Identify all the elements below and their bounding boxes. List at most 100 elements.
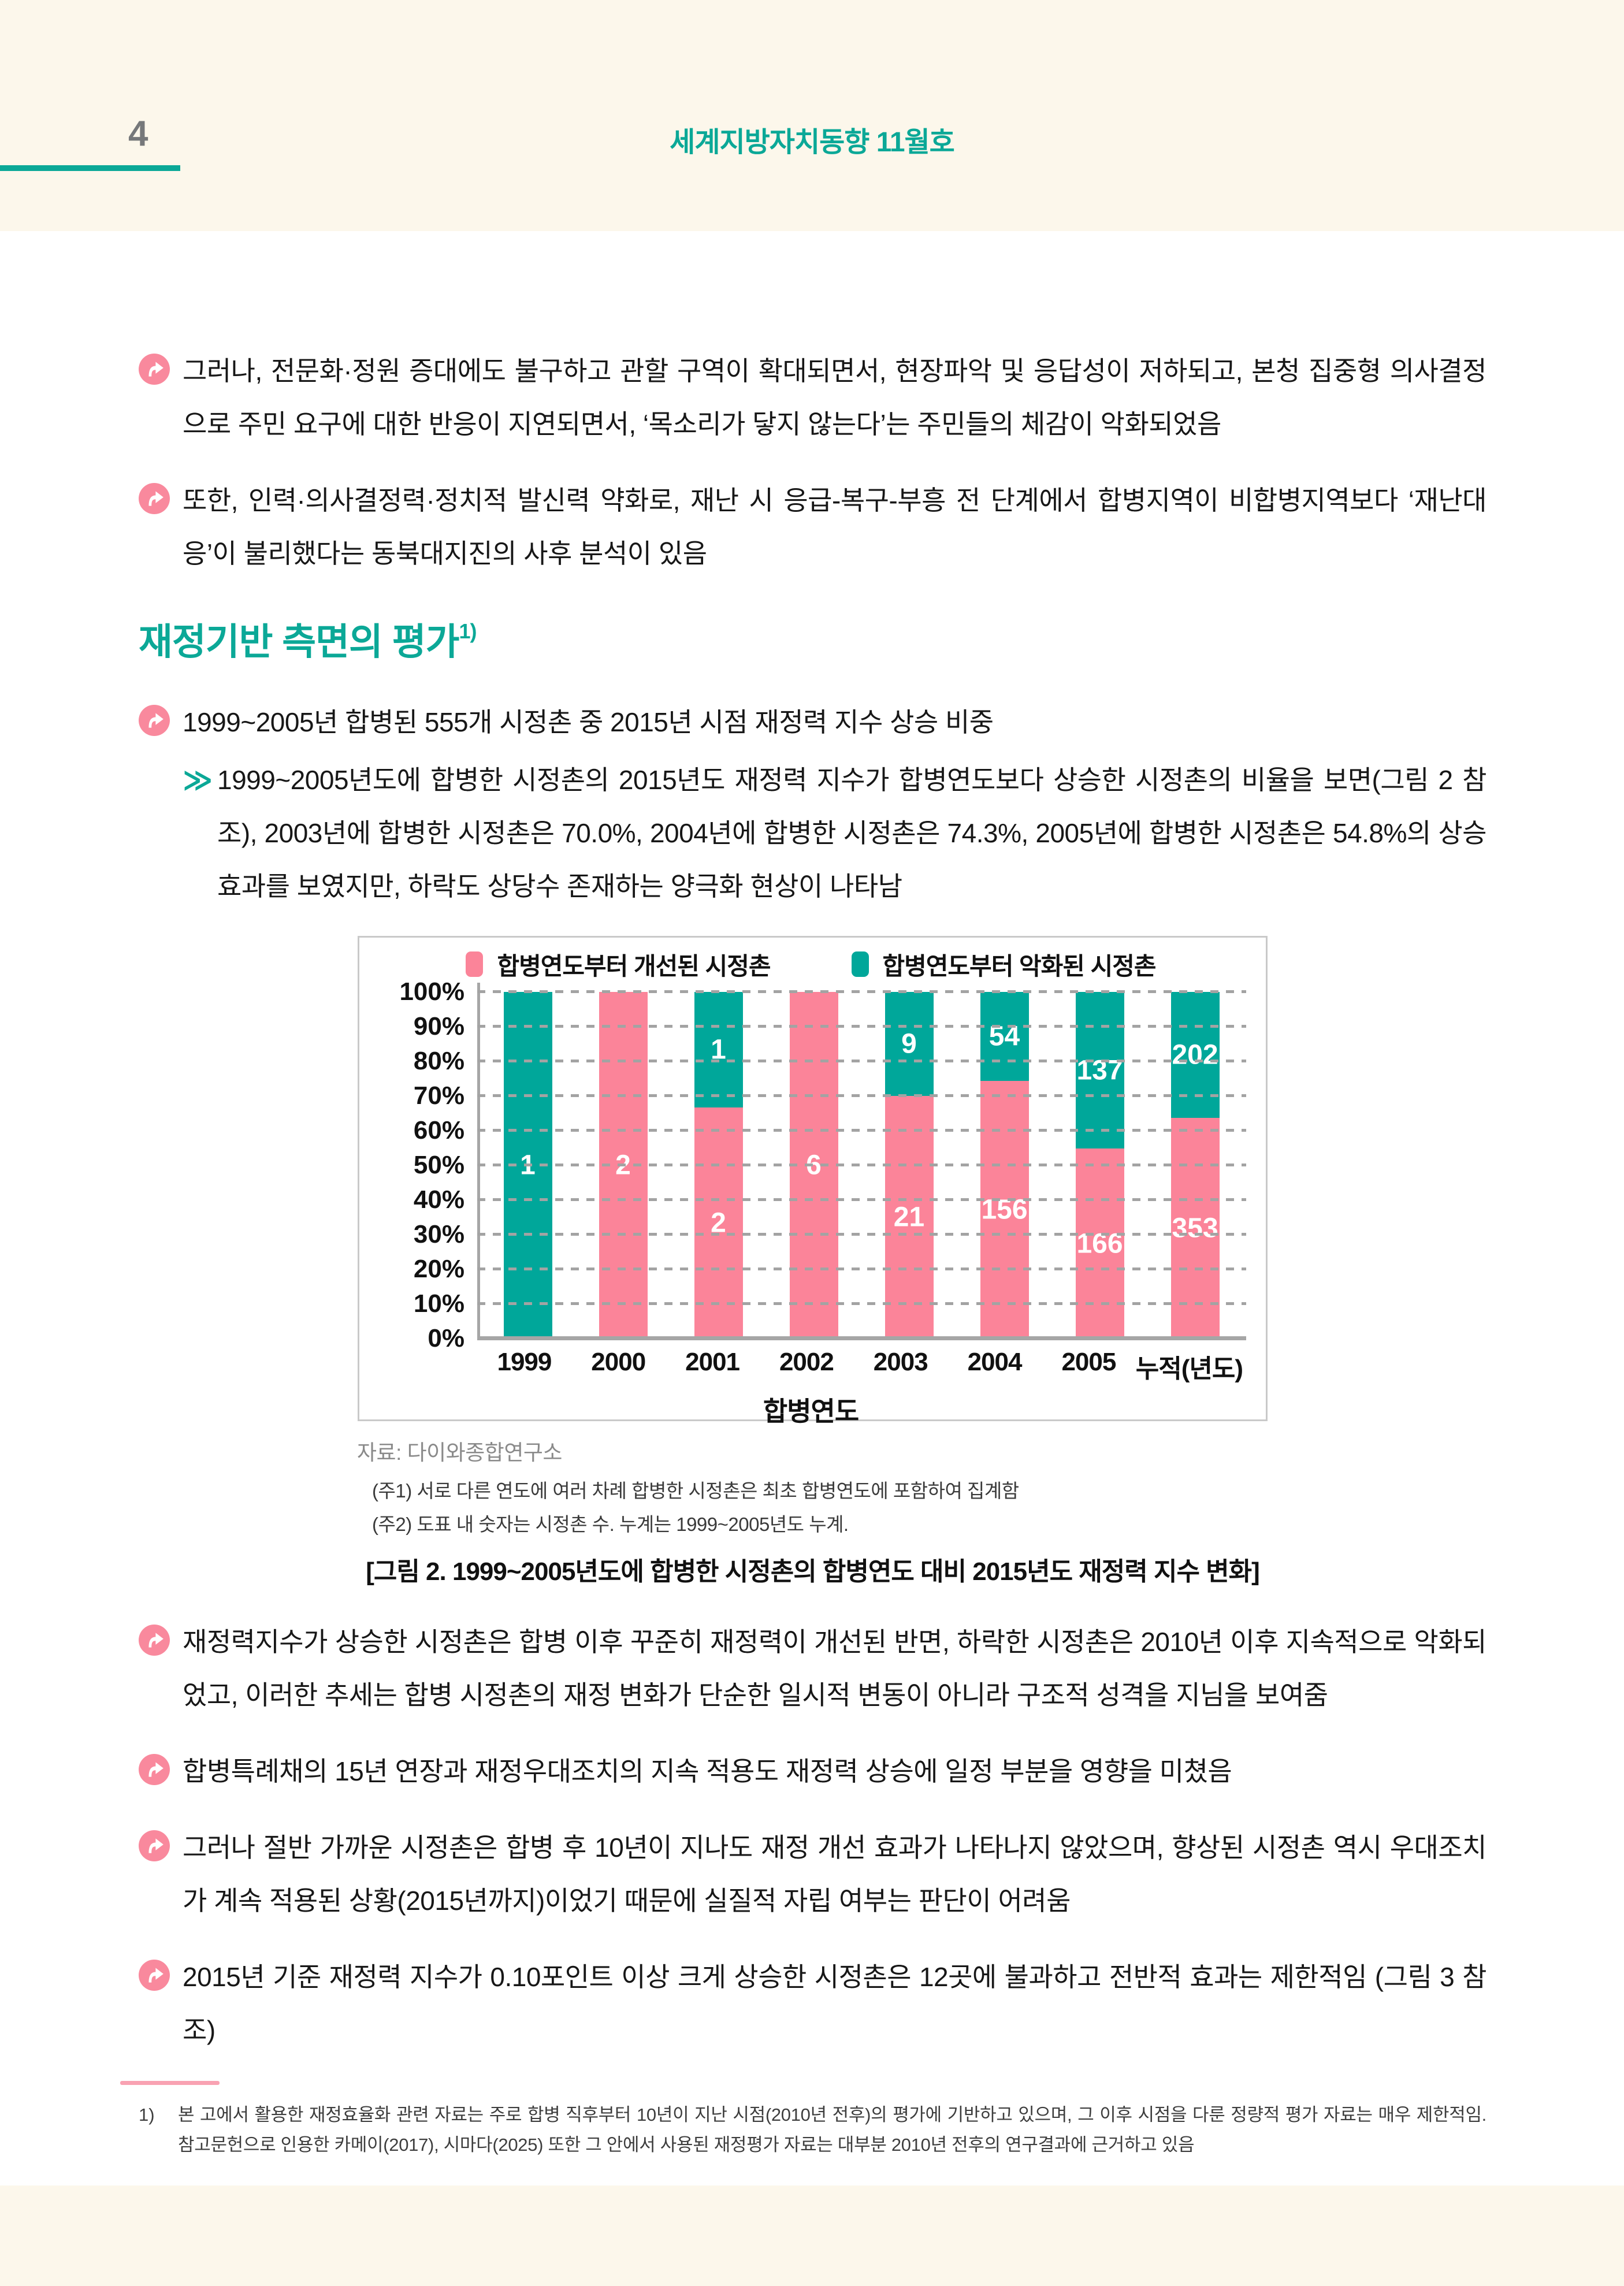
y-tick-label: 40% — [413, 1185, 464, 1214]
bullet-text: 1999~2005년 합병된 555개 시정촌 중 2015년 시점 재정력 지… — [183, 707, 994, 737]
bullet-text: 합병특례채의 15년 연장과 재정우대조치의 지속 적용도 재정력 상승에 일정… — [183, 1756, 1232, 1786]
bar-segment-improved: 166 — [1075, 1148, 1124, 1339]
double-chevron-icon: ≫ — [183, 764, 213, 796]
sub-bullet-text: 1999~2005년도에 합병한 시정촌의 2015년도 재정력 지수가 합병연… — [217, 765, 1487, 901]
y-tick-label: 30% — [413, 1220, 464, 1248]
figure-note-1: (주1) 서로 다른 연도에 여러 차례 합병한 시정촌은 최초 합병연도에 포… — [372, 1480, 1019, 1501]
gridline — [477, 1233, 1246, 1236]
footnote-divider — [120, 2081, 220, 2085]
bullet-text: 재정력지수가 상승한 시정촌은 합병 이후 꾸준히 재정력이 개선된 반면, 하… — [183, 1627, 1487, 1710]
bar-value-label: 202 — [1172, 1039, 1218, 1070]
x-tick-label: 2001 — [685, 1348, 740, 1376]
x-tick-label: 2005 — [1061, 1348, 1116, 1376]
y-tick-label: 20% — [413, 1255, 464, 1283]
bar-value-label: 21 — [893, 1202, 925, 1233]
legend-swatch-improved — [466, 951, 484, 977]
bar-segment-worsened: 9 — [885, 992, 934, 1096]
y-tick-label: 50% — [413, 1151, 464, 1179]
y-tick-label: 10% — [413, 1289, 464, 1318]
bar-segment-improved: 2 — [694, 1107, 743, 1339]
figure-source: 자료: 다이와종합연구소 — [357, 1441, 562, 1464]
gridline — [477, 1060, 1246, 1062]
gridline — [477, 1094, 1246, 1097]
gridline — [477, 990, 1246, 993]
bullet-text: 그러나, 전문화·정원 증대에도 불구하고 관할 구역이 확대되면서, 현장파악… — [183, 356, 1487, 439]
y-tick-label: 80% — [413, 1047, 464, 1075]
bullet-item: 2015년 기준 재정력 지수가 0.10포인트 이상 크게 상승한 시정촌은 … — [139, 1950, 1487, 2057]
y-tick-label: 90% — [413, 1012, 464, 1040]
x-tick-label: 누적(년도) — [1135, 1355, 1243, 1383]
section-heading: 재정기반 측면의 평가1) — [139, 612, 1487, 666]
y-axis-labels: 100% 90% 80% 70% 60% 50% 40% 30% 20% 10% 0% — [379, 977, 477, 1352]
bullet-text: 그러나 절반 가까운 시정촌은 합병 후 10년이 지나도 재정 개선 효과가 … — [183, 1832, 1487, 1916]
x-tick-label: 2002 — [779, 1348, 834, 1376]
legend-label-worsened: 합병연도부터 악화된 시정촌 — [882, 952, 1157, 980]
y-tick-label: 70% — [413, 1081, 464, 1110]
bar-segment-improved: 353 — [1170, 1118, 1220, 1339]
footnote-text: 본 고에서 활용한 재정효율화 관련 자료는 주로 합병 직후부터 10년이 지… — [178, 2105, 1487, 2155]
gridline — [477, 1025, 1246, 1028]
section-heading-text: 재정기반 측면의 평가 — [139, 621, 459, 663]
bar-segment-improved: 156 — [980, 1081, 1029, 1339]
arrow-bullet-icon — [139, 1754, 170, 1785]
bar-group: 21 9 — [885, 992, 934, 1339]
bullets-bottom: 재정력지수가 상승한 시정촌은 합병 이후 꾸준히 재정력이 개선된 반면, 하… — [139, 1615, 1487, 2057]
arrow-bullet-icon — [139, 1960, 170, 1991]
legend-item-improved: 합병연도부터 개선된 시정촌 — [466, 947, 771, 982]
footnote-marker: 1) — [139, 2105, 155, 2125]
figure-notes: 자료: 다이와종합연구소 (주1) 서로 다른 연도에 여러 차례 합병한 시정… — [357, 1435, 1487, 1537]
bullet-item: 합병특례채의 15년 연장과 재정우대조치의 지속 적용도 재정력 상승에 일정… — [139, 1745, 1487, 1798]
figure-chart-box: 합병연도부터 개선된 시정촌 합병연도부터 악화된 시정촌 100% 90% 80%… — [358, 936, 1268, 1426]
bullet-text: 또한, 인력·의사결정력·정치적 발신력 약화로, 재난 시 응급-복구-부흥 … — [183, 485, 1487, 568]
header-rule — [0, 165, 180, 171]
arrow-bullet-icon — [139, 1830, 170, 1861]
arrow-bullet-icon — [139, 483, 170, 514]
y-tick-label: 100% — [399, 977, 464, 1006]
bar-group: 353 202 — [1170, 992, 1220, 1339]
chart-legend: 합병연도부터 개선된 시정촌 합병연도부터 악화된 시정촌 — [379, 948, 1243, 980]
bar-segment-worsened: 137 — [1075, 992, 1124, 1149]
gridline — [477, 1198, 1246, 1201]
bullet-item: 1999~2005년 합병된 555개 시정촌 중 2015년 시점 재정력 지… — [139, 696, 1487, 749]
figure-note-2: (주2) 도표 내 숫자는 시정촌 수. 누계는 1999~2005년도 누계. — [372, 1514, 849, 1535]
journal-title: 세계지방자치동향 11월호 — [670, 127, 955, 158]
bar-segment-improved: 21 — [885, 1096, 934, 1339]
bar-group: 166 137 — [1075, 992, 1124, 1339]
bullet-item: 그러나 절반 가까운 시정촌은 합병 후 10년이 지나도 재정 개선 효과가 … — [139, 1821, 1487, 1927]
plot-area: 1221621915654166137353202 — [477, 983, 1246, 1340]
gridline — [477, 1164, 1246, 1166]
y-tick-label: 0% — [428, 1324, 464, 1352]
bullet-item: 그러나, 전문화·정원 증대에도 불구하고 관할 구역이 확대되면서, 현장파악… — [139, 344, 1487, 451]
page-header: 4 세계지방자치동향 11월호 — [0, 0, 1624, 231]
legend-label-improved: 합병연도부터 개선된 시정촌 — [497, 952, 771, 980]
bullet-item: 재정력지수가 상승한 시정촌은 합병 이후 꾸준히 재정력이 개선된 반면, 하… — [139, 1615, 1487, 1722]
bullet-text: 2015년 기준 재정력 지수가 0.10포인트 이상 크게 상승한 시정촌은 … — [183, 1962, 1487, 2045]
x-tick-label: 2003 — [873, 1348, 928, 1376]
bar-value-label: 353 — [1172, 1213, 1218, 1244]
x-axis-labels: 1999 2000 2001 2002 2003 2004 2005 누적(년도) — [477, 1348, 1243, 1383]
bar-segment-worsened: 1 — [694, 992, 743, 1107]
bar-slot-2005: 166 137 — [1052, 992, 1147, 1339]
content-sheet: 그러나, 전문화·정원 증대에도 불구하고 관할 구역이 확대되면서, 현장파악… — [0, 231, 1624, 2185]
bar-segment-worsened: 54 — [980, 992, 1029, 1081]
arrow-bullet-icon — [139, 354, 170, 385]
legend-item-worsened: 합병연도부터 악화된 시정촌 — [851, 947, 1157, 982]
arrow-bullet-icon — [139, 1625, 170, 1656]
bullet-item: 또한, 인력·의사결정력·정치적 발신력 약화로, 재난 시 응급-복구-부흥 … — [139, 474, 1487, 580]
bar-slot-2003: 21 9 — [861, 992, 957, 1339]
gridline — [477, 1302, 1246, 1305]
sub-bullet-item: ≫ 1999~2005년도에 합병한 시정촌의 2015년도 재정력 지수가 합… — [139, 753, 1487, 913]
gridline — [477, 1267, 1246, 1270]
section-heading-footnote-ref: 1) — [459, 619, 477, 643]
x-axis-line — [477, 1336, 1246, 1340]
x-tick-label: 1999 — [497, 1348, 552, 1376]
page-number: 4 — [128, 114, 148, 154]
arrow-bullet-icon — [139, 705, 170, 736]
x-tick-label: 2004 — [967, 1348, 1023, 1376]
y-tick-label: 60% — [413, 1116, 464, 1144]
legend-swatch-worsened — [851, 951, 869, 977]
x-tick-label: 2000 — [591, 1348, 646, 1376]
